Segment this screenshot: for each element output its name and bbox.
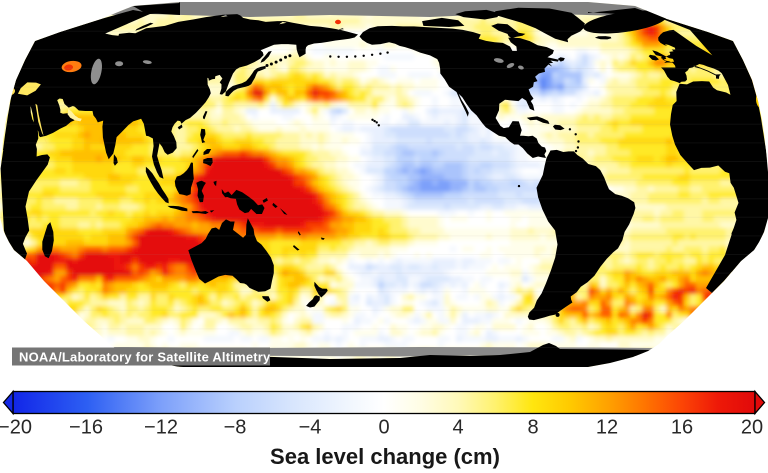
svg-text:8: 8 (527, 417, 538, 439)
svg-text:16: 16 (671, 417, 693, 439)
svg-text:−16: −16 (69, 417, 103, 439)
svg-text:Sea level change (cm): Sea level change (cm) (270, 444, 500, 469)
svg-text:4: 4 (452, 417, 463, 439)
svg-text:−4: −4 (299, 417, 322, 439)
svg-text:NOAA/Laboratory for Satellite: NOAA/Laboratory for Satellite Altimetry (19, 350, 271, 365)
svg-text:12: 12 (596, 417, 618, 439)
svg-text:−20: −20 (0, 417, 32, 439)
svg-text:20: 20 (741, 417, 763, 439)
svg-text:−8: −8 (224, 417, 247, 439)
svg-text:−12: −12 (144, 417, 178, 439)
svg-text:0: 0 (378, 417, 389, 439)
